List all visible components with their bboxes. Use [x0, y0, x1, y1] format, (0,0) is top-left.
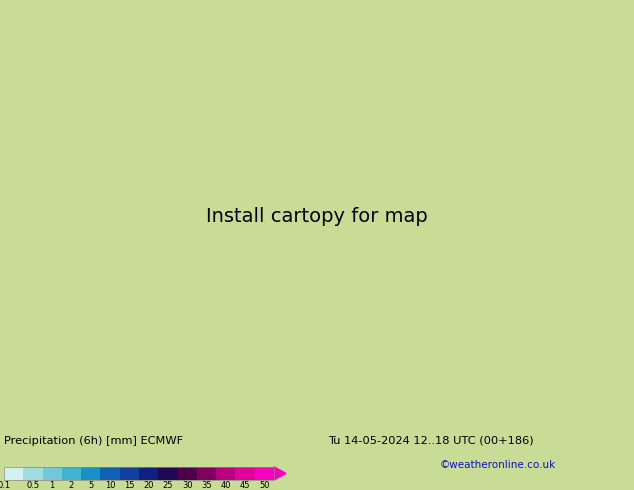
- Text: 10: 10: [105, 481, 115, 490]
- Bar: [23, 467, 42, 480]
- Bar: [120, 467, 139, 480]
- Text: Install cartopy for map: Install cartopy for map: [206, 207, 428, 226]
- Bar: [139, 467, 158, 480]
- Bar: [4, 467, 274, 480]
- Text: 40: 40: [221, 481, 231, 490]
- Text: 0.1: 0.1: [0, 481, 11, 490]
- Text: 30: 30: [182, 481, 193, 490]
- Bar: [81, 467, 100, 480]
- Text: 5: 5: [88, 481, 93, 490]
- Text: ©weatheronline.co.uk: ©weatheronline.co.uk: [440, 460, 556, 470]
- Text: 2: 2: [69, 481, 74, 490]
- Bar: [216, 467, 235, 480]
- Bar: [178, 467, 197, 480]
- Text: 25: 25: [163, 481, 173, 490]
- Bar: [255, 467, 274, 480]
- Bar: [4, 467, 23, 480]
- Polygon shape: [274, 467, 286, 480]
- Bar: [62, 467, 81, 480]
- Text: 20: 20: [143, 481, 154, 490]
- Bar: [100, 467, 120, 480]
- Text: 15: 15: [124, 481, 134, 490]
- Text: Tu 14-05-2024 12..18 UTC (00+186): Tu 14-05-2024 12..18 UTC (00+186): [328, 436, 534, 446]
- Text: 1: 1: [49, 481, 55, 490]
- Bar: [158, 467, 178, 480]
- Text: 0.5: 0.5: [27, 481, 39, 490]
- Bar: [42, 467, 62, 480]
- Text: 50: 50: [259, 481, 269, 490]
- Text: 35: 35: [201, 481, 212, 490]
- Text: 45: 45: [240, 481, 250, 490]
- Bar: [235, 467, 255, 480]
- Bar: [197, 467, 216, 480]
- Text: Precipitation (6h) [mm] ECMWF: Precipitation (6h) [mm] ECMWF: [4, 436, 183, 446]
